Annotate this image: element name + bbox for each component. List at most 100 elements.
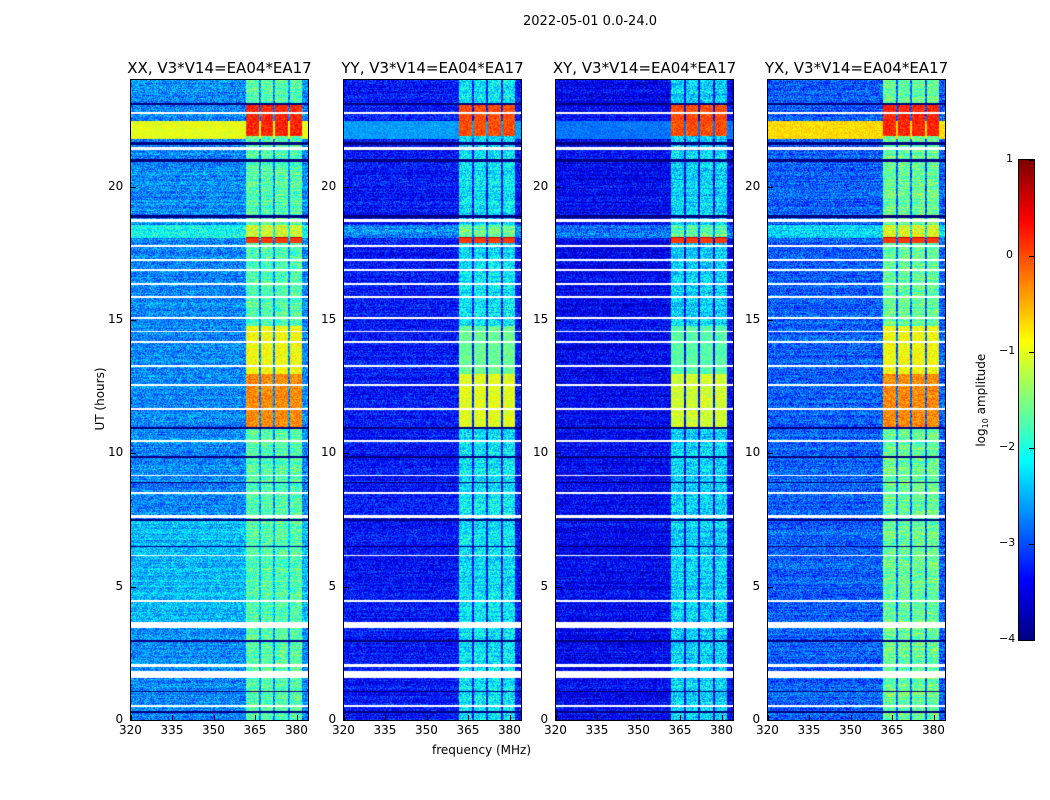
y-tick-label: 0 xyxy=(540,712,549,726)
x-tick-label: 335 xyxy=(585,723,609,737)
y-tick-label: 5 xyxy=(328,578,337,593)
y-axis-label: UT (hours) xyxy=(93,367,107,431)
x-tick-mark xyxy=(509,715,511,720)
heatmap-panel-2 xyxy=(555,79,734,721)
colorbar-label-rest: amplitude xyxy=(973,353,988,419)
colorbar-tick-mark xyxy=(1029,544,1034,545)
panel-title-3: YX, V3*V14=EA04*EA17 xyxy=(764,59,949,77)
colorbar-label-log: log xyxy=(973,428,988,447)
y-tick-mark xyxy=(556,186,561,188)
colorbar-tick-label: −2 xyxy=(999,440,1016,453)
x-tick-mark xyxy=(426,715,428,720)
y-tick-mark xyxy=(344,586,349,588)
heatmap-canvas xyxy=(131,80,308,720)
x-tick-label: 365 xyxy=(456,723,480,737)
x-tick-mark xyxy=(131,715,132,720)
colorbar-tick-mark xyxy=(1029,160,1034,161)
y-tick-label: 20 xyxy=(108,178,124,193)
y-tick-mark xyxy=(131,320,136,321)
y-tick-mark xyxy=(131,186,136,188)
y-tick-label: 10 xyxy=(321,445,337,460)
colorbar xyxy=(1018,159,1035,641)
x-tick-label: 320 xyxy=(544,723,567,737)
x-axis-label: frequency (MHz) xyxy=(432,743,532,757)
heatmap-canvas xyxy=(344,80,521,720)
x-tick-label: 365 xyxy=(880,723,904,737)
figure-title: 2022-05-01 0.0-24.0 xyxy=(523,14,657,29)
y-tick-mark xyxy=(131,720,136,721)
y-tick-mark xyxy=(131,586,136,588)
heatmap-canvas xyxy=(556,80,733,720)
y-tick-label: 10 xyxy=(745,445,761,460)
x-tick-mark xyxy=(721,715,723,720)
x-tick-mark xyxy=(468,715,470,720)
x-tick-label: 380 xyxy=(497,723,521,737)
x-tick-label: 335 xyxy=(373,723,397,737)
colorbar-tick-label: 0 xyxy=(1006,248,1013,261)
x-tick-mark xyxy=(933,715,935,720)
y-tick-label: 5 xyxy=(752,578,761,593)
y-tick-label: 0 xyxy=(752,712,761,726)
y-tick-mark xyxy=(344,320,349,321)
y-tick-label: 15 xyxy=(533,312,549,326)
y-tick-mark xyxy=(768,586,773,588)
y-tick-label: 15 xyxy=(108,312,124,326)
y-tick-mark xyxy=(556,586,561,588)
x-tick-label: 350 xyxy=(838,723,862,737)
x-tick-mark xyxy=(296,715,298,720)
y-tick-mark xyxy=(344,186,349,188)
x-tick-label: 365 xyxy=(243,723,267,737)
y-tick-label: 0 xyxy=(328,712,337,726)
x-tick-label: 350 xyxy=(626,723,650,737)
x-tick-mark xyxy=(638,715,640,720)
x-tick-mark xyxy=(597,715,599,720)
y-tick-label: 20 xyxy=(321,178,337,193)
x-tick-label: 350 xyxy=(414,723,438,737)
heatmap-panel-1 xyxy=(343,79,522,721)
y-tick-mark xyxy=(344,453,349,455)
panel-title-2: XY, V3*V14=EA04*EA17 xyxy=(552,59,737,77)
x-tick-mark xyxy=(556,715,557,720)
y-tick-label: 15 xyxy=(745,312,761,326)
x-tick-label: 320 xyxy=(332,723,355,737)
y-tick-label: 5 xyxy=(540,578,549,593)
y-tick-mark xyxy=(768,186,773,188)
x-tick-label: 365 xyxy=(668,723,692,737)
colorbar-tick-label: −3 xyxy=(999,536,1016,549)
x-tick-mark xyxy=(172,715,174,720)
x-tick-mark xyxy=(385,715,387,720)
x-tick-label: 320 xyxy=(756,723,779,737)
x-tick-mark xyxy=(809,715,811,720)
x-tick-mark xyxy=(255,715,257,720)
y-tick-mark xyxy=(556,320,561,321)
x-tick-mark xyxy=(768,715,769,720)
heatmap-panel-3 xyxy=(767,79,946,721)
colorbar-label-sub: 10 xyxy=(981,418,991,429)
y-tick-mark xyxy=(344,720,349,721)
colorbar-tick-mark xyxy=(1029,352,1034,353)
y-tick-mark xyxy=(768,320,773,321)
y-tick-label: 10 xyxy=(108,445,124,460)
y-tick-mark xyxy=(768,720,773,721)
x-tick-mark xyxy=(850,715,852,720)
x-tick-mark xyxy=(344,715,345,720)
y-tick-label: 20 xyxy=(533,178,549,193)
panel-title-0: XX, V3*V14=EA04*EA17 xyxy=(127,59,312,77)
x-tick-mark xyxy=(680,715,682,720)
x-tick-label: 350 xyxy=(201,723,225,737)
y-tick-mark xyxy=(556,453,561,455)
heatmap-panel-0 xyxy=(130,79,309,721)
colorbar-tick-mark xyxy=(1029,640,1034,641)
colorbar-label: log10 amplitude xyxy=(974,340,990,460)
panel-title-1: YY, V3*V14=EA04*EA17 xyxy=(341,59,524,77)
x-tick-label: 335 xyxy=(160,723,184,737)
colorbar-tick-mark xyxy=(1029,256,1034,257)
x-tick-label: 380 xyxy=(921,723,945,737)
colorbar-tick-label: 1 xyxy=(1006,152,1013,165)
y-tick-label: 10 xyxy=(533,445,549,460)
y-tick-mark xyxy=(768,453,773,455)
y-tick-label: 5 xyxy=(115,578,124,593)
x-tick-label: 320 xyxy=(119,723,142,737)
y-tick-mark xyxy=(131,453,136,455)
